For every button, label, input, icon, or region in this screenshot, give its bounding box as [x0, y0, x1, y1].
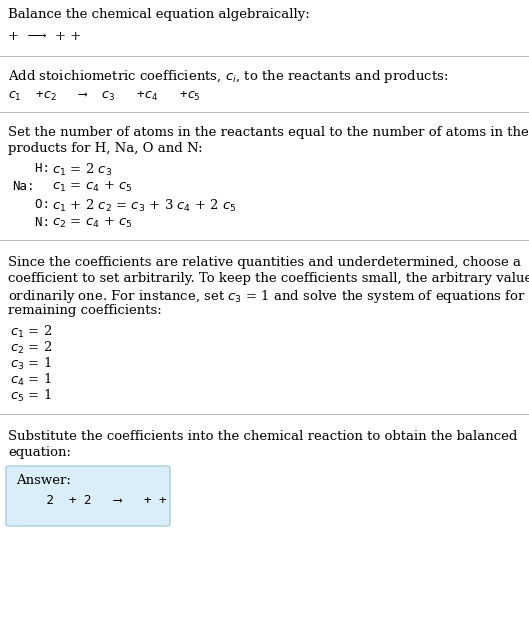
- Text: Balance the chemical equation algebraically:: Balance the chemical equation algebraica…: [8, 8, 310, 21]
- FancyBboxPatch shape: [6, 466, 170, 526]
- Text: Answer:: Answer:: [16, 474, 71, 487]
- Text: Set the number of atoms in the reactants equal to the number of atoms in the: Set the number of atoms in the reactants…: [8, 126, 529, 139]
- Text: Since the coefficients are relative quantities and underdetermined, choose a: Since the coefficients are relative quan…: [8, 256, 521, 269]
- Text: $c_5$ = 1: $c_5$ = 1: [10, 388, 51, 404]
- Text: Add stoichiometric coefficients, $c_i$, to the reactants and products:: Add stoichiometric coefficients, $c_i$, …: [8, 68, 449, 85]
- Text: remaining coefficients:: remaining coefficients:: [8, 304, 162, 317]
- Text: $c_1$ = $c_4$ + $c_5$: $c_1$ = $c_4$ + $c_5$: [48, 180, 133, 194]
- Text: N:: N:: [20, 216, 50, 229]
- Text: ordinarily one. For instance, set $c_3$ = 1 and solve the system of equations fo: ordinarily one. For instance, set $c_3$ …: [8, 288, 529, 305]
- Text: $c_4$ = 1: $c_4$ = 1: [10, 372, 51, 388]
- Text: $c_2$ = $c_4$ + $c_5$: $c_2$ = $c_4$ + $c_5$: [48, 216, 133, 230]
- Text: 2  + 2   ⟶   + +: 2 + 2 ⟶ + +: [24, 494, 167, 507]
- Text: $c_1$  +$c_2$   ⟶  $c_3$   +$c_4$   +$c_5$: $c_1$ +$c_2$ ⟶ $c_3$ +$c_4$ +$c_5$: [8, 90, 201, 103]
- Text: O:: O:: [20, 198, 50, 211]
- Text: $c_1$ = 2 $c_3$: $c_1$ = 2 $c_3$: [48, 162, 112, 178]
- Text: $c_1$ + 2 $c_2$ = $c_3$ + 3 $c_4$ + 2 $c_5$: $c_1$ + 2 $c_2$ = $c_3$ + 3 $c_4$ + 2 $c…: [48, 198, 236, 214]
- Text: H:: H:: [20, 162, 50, 175]
- Text: coefficient to set arbitrarily. To keep the coefficients small, the arbitrary va: coefficient to set arbitrarily. To keep …: [8, 272, 529, 285]
- Text: equation:: equation:: [8, 446, 71, 459]
- Text: $c_1$ = 2: $c_1$ = 2: [10, 324, 52, 340]
- Text: $c_3$ = 1: $c_3$ = 1: [10, 356, 51, 372]
- Text: Na:: Na:: [12, 180, 34, 193]
- Text: $c_2$ = 2: $c_2$ = 2: [10, 340, 52, 356]
- Text: Substitute the coefficients into the chemical reaction to obtain the balanced: Substitute the coefficients into the che…: [8, 430, 517, 443]
- Text: +  ⟶  + +: + ⟶ + +: [8, 30, 81, 43]
- Text: products for H, Na, O and N:: products for H, Na, O and N:: [8, 142, 203, 155]
